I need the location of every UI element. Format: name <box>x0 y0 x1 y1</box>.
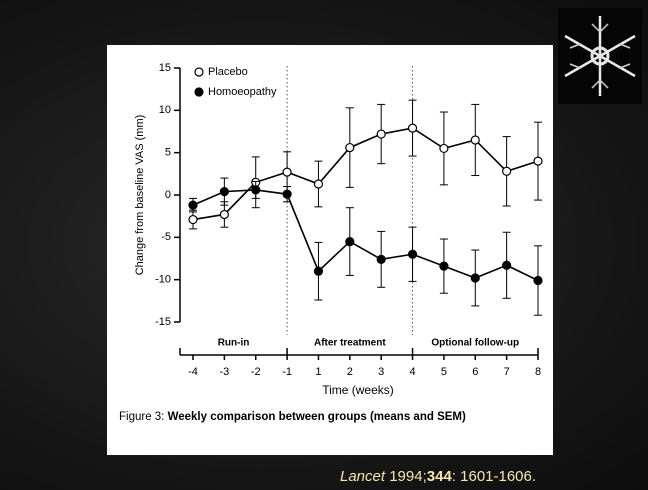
data-point <box>189 201 197 209</box>
data-point <box>471 274 479 282</box>
data-point <box>377 130 385 138</box>
data-point <box>346 144 354 152</box>
data-point <box>471 136 479 144</box>
y-tick-label: -10 <box>155 274 171 286</box>
citation-volume: 344 <box>427 468 452 485</box>
x-tick-label: -1 <box>282 366 292 378</box>
x-tick-label: 5 <box>441 366 447 378</box>
x-tick-label: 6 <box>472 366 478 378</box>
legend-marker <box>195 88 203 96</box>
series-line <box>193 128 538 219</box>
x-tick-label: -2 <box>251 366 261 378</box>
data-point <box>409 124 417 132</box>
data-point <box>314 180 322 188</box>
data-point <box>189 216 197 224</box>
data-point <box>346 238 354 246</box>
data-point <box>534 277 542 285</box>
data-point <box>503 167 511 175</box>
x-tick-label: 4 <box>409 366 415 378</box>
data-point <box>220 188 228 196</box>
snowflake-image <box>558 8 642 104</box>
data-point <box>283 190 291 198</box>
y-tick-label: 5 <box>165 147 171 159</box>
x-axis-label: Time (weeks) <box>322 383 394 397</box>
citation-year: 1994; <box>389 468 427 485</box>
figure-panel: Change from baseline VAS (mm) Time (week… <box>107 45 553 455</box>
data-point <box>377 255 385 263</box>
x-tick-label: 2 <box>347 366 353 378</box>
data-point <box>503 261 511 269</box>
data-point <box>283 168 291 176</box>
legend-label: Placebo <box>208 66 248 78</box>
x-tick-label: 3 <box>378 366 384 378</box>
series-line <box>193 190 538 281</box>
chart: Change from baseline VAS (mm) Time (week… <box>107 45 553 455</box>
y-tick-label: 15 <box>159 62 171 74</box>
data-point <box>409 250 417 258</box>
y-axis-label: Change from baseline VAS (mm) <box>134 115 146 276</box>
citation: Lancet 1994;344: 1601-1606. <box>340 468 536 485</box>
y-tick-label: -15 <box>155 316 171 328</box>
legend-marker <box>195 68 203 76</box>
data-point <box>440 262 448 270</box>
data-point <box>220 210 228 218</box>
y-tick-label: -5 <box>161 231 171 243</box>
x-tick-label: 7 <box>504 366 510 378</box>
phase-label: After treatment <box>314 338 386 349</box>
caption-label: Figure 3: <box>119 411 164 423</box>
phase-label: Optional follow-up <box>431 338 519 349</box>
slide: Change from baseline VAS (mm) Time (week… <box>0 0 648 490</box>
caption-text: Weekly comparison between groups (means … <box>168 411 466 423</box>
data-point <box>252 186 260 194</box>
x-tick-label: -3 <box>219 366 229 378</box>
data-point <box>314 267 322 275</box>
citation-journal: Lancet <box>340 468 385 485</box>
legend-label: Homoeopathy <box>208 86 277 98</box>
citation-pages: : 1601-1606. <box>452 468 536 485</box>
x-tick-label: 8 <box>535 366 541 378</box>
data-point <box>534 157 542 165</box>
phase-label: Run-in <box>218 338 250 349</box>
y-tick-label: 0 <box>165 189 171 201</box>
data-point <box>440 144 448 152</box>
caption: Figure 3: Weekly comparison between grou… <box>119 409 529 426</box>
y-tick-label: 10 <box>159 104 171 116</box>
x-tick-label: 1 <box>315 366 321 378</box>
x-tick-label: -4 <box>188 366 198 378</box>
